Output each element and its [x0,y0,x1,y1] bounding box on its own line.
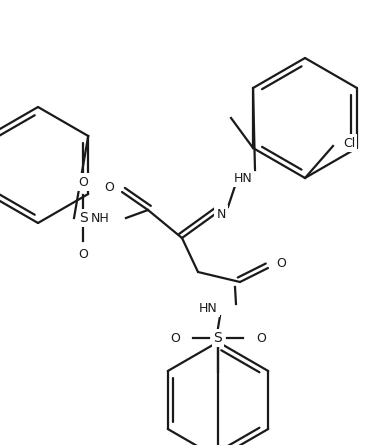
Text: NH: NH [91,211,110,224]
Text: O: O [78,175,88,189]
Text: O: O [104,181,114,194]
Text: HN: HN [234,171,252,185]
Text: S: S [214,331,222,345]
Text: S: S [79,211,87,225]
Text: O: O [256,332,266,344]
Text: HN: HN [199,302,218,315]
Text: O: O [170,332,180,344]
Text: N: N [217,207,226,221]
Text: O: O [78,247,88,260]
Text: O: O [276,256,286,270]
Text: Cl: Cl [343,137,355,150]
